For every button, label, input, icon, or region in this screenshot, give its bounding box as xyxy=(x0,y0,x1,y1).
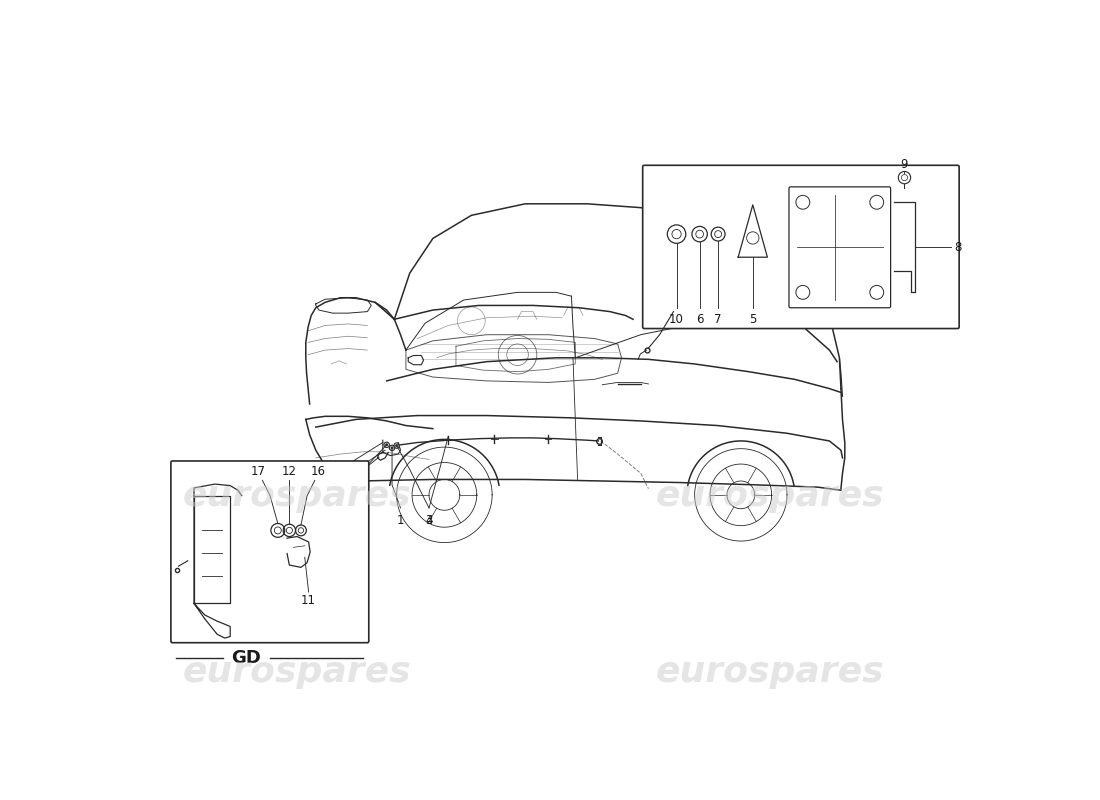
Text: 9: 9 xyxy=(901,158,909,170)
Text: 12: 12 xyxy=(282,465,297,478)
Text: eurospares: eurospares xyxy=(656,479,884,513)
Text: 16: 16 xyxy=(311,465,326,478)
Text: 4: 4 xyxy=(426,514,432,527)
Text: 10: 10 xyxy=(669,313,684,326)
Text: 14: 14 xyxy=(326,500,340,514)
Text: 2: 2 xyxy=(338,514,345,527)
Text: 17: 17 xyxy=(251,465,266,478)
Circle shape xyxy=(396,445,398,446)
Text: eurospares: eurospares xyxy=(183,655,411,689)
Text: 7: 7 xyxy=(714,313,722,326)
Circle shape xyxy=(390,446,393,449)
Text: 6: 6 xyxy=(696,313,703,326)
Text: 11: 11 xyxy=(301,594,316,607)
Text: eurospares: eurospares xyxy=(183,479,411,513)
FancyBboxPatch shape xyxy=(642,166,959,329)
FancyBboxPatch shape xyxy=(789,187,891,308)
Text: 15: 15 xyxy=(329,516,344,529)
Circle shape xyxy=(385,444,388,446)
Text: eurospares: eurospares xyxy=(656,655,884,689)
Text: 1: 1 xyxy=(397,514,405,527)
FancyBboxPatch shape xyxy=(170,461,368,642)
Text: 5: 5 xyxy=(749,313,757,326)
Text: 3: 3 xyxy=(426,514,432,527)
Text: 13: 13 xyxy=(318,530,332,542)
Text: GD: GD xyxy=(231,649,262,667)
Text: 8: 8 xyxy=(954,241,961,254)
